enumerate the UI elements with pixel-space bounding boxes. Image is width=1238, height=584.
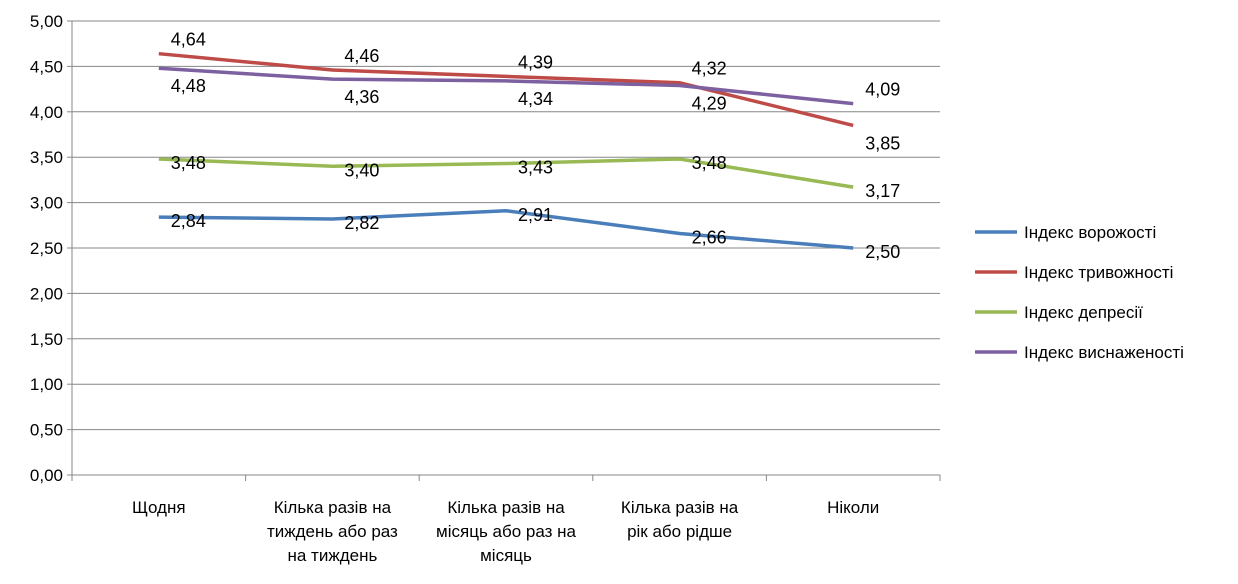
data-label: 4,34 — [518, 89, 553, 109]
data-label: 4,36 — [344, 87, 379, 107]
y-tick-label: 3,00 — [30, 194, 63, 213]
y-tick-label: 4,50 — [30, 57, 63, 76]
data-label: 3,17 — [865, 181, 900, 201]
data-label: 4,09 — [865, 80, 900, 100]
y-tick-label: 2,00 — [30, 284, 63, 303]
legend-label: Індекс тривожності — [1024, 263, 1173, 282]
x-tick-label: Кілька разів на тиждень або раз на тиждень — [267, 498, 398, 565]
data-label: 2,66 — [692, 227, 727, 247]
data-label: 4,29 — [692, 93, 727, 113]
data-label: 4,48 — [171, 76, 206, 96]
series-line — [158, 51, 854, 128]
data-label: 4,64 — [171, 30, 206, 50]
data-label: 3,40 — [344, 160, 379, 180]
y-tick-label: 4,00 — [30, 103, 63, 122]
x-tick-label: Щодня — [132, 498, 186, 517]
y-tick-label: 2,50 — [30, 239, 63, 258]
y-tick-label: 1,50 — [30, 330, 63, 349]
series-line — [158, 157, 854, 189]
data-label: 4,32 — [692, 59, 727, 79]
legend-label: Індекс виснаженості — [1024, 343, 1184, 362]
data-label: 3,48 — [692, 153, 727, 173]
data-label: 3,43 — [518, 158, 553, 178]
y-tick-label: 1,00 — [30, 375, 63, 394]
x-tick-label: Кілька разів на місяць або раз на місяць — [436, 498, 576, 565]
x-tick-label: Ніколи — [827, 498, 879, 517]
data-label: 2,84 — [171, 211, 206, 231]
legend-label: Індекс депресії — [1024, 303, 1143, 322]
data-label: 2,82 — [344, 213, 379, 233]
y-tick-label: 0,50 — [30, 421, 63, 440]
legend-label: Індекс ворожості — [1024, 223, 1156, 242]
data-label: 4,39 — [518, 52, 553, 72]
series-line — [158, 209, 854, 250]
x-tick-label: Кілька разів на рік або рідше — [621, 498, 739, 541]
series-line — [158, 66, 854, 106]
y-tick-label: 5,00 — [30, 12, 63, 31]
data-label: 2,50 — [865, 242, 900, 262]
data-label: 2,91 — [518, 205, 553, 225]
y-tick-label: 0,00 — [30, 466, 63, 485]
data-label: 3,48 — [171, 153, 206, 173]
data-label: 4,46 — [344, 46, 379, 66]
data-label: 3,85 — [865, 133, 900, 153]
y-tick-label: 3,50 — [30, 148, 63, 167]
